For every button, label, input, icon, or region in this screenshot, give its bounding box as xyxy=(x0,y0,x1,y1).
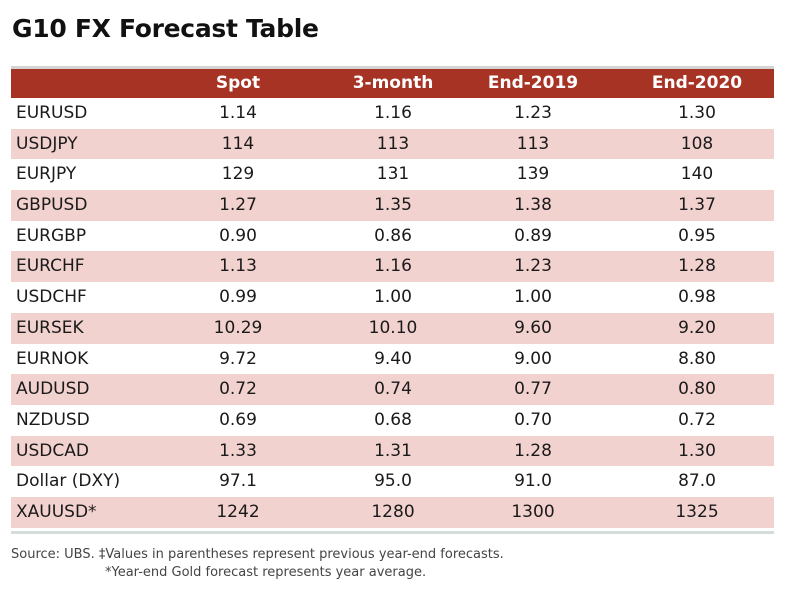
cell-spot: 0.90 xyxy=(219,225,257,246)
cell-pair: EURGBP xyxy=(16,225,87,246)
cell-spot: 0.99 xyxy=(219,287,257,308)
cell-end-2020: 1.37 xyxy=(678,195,716,216)
cell-spot: 129 xyxy=(221,164,255,185)
cell-pair: EURUSD xyxy=(16,103,88,123)
cell-3-month: 1.16 xyxy=(374,256,412,277)
table-body: EURUSD 1.14 1.16 1.23 1.30 USDJPY 114 113 113 108… xyxy=(11,98,774,528)
cell-3-month: 0.74 xyxy=(374,379,412,400)
table-row: USDJPY 114 113 113 108 xyxy=(11,128,774,160)
cell-end-2020: 1.28 xyxy=(678,256,716,277)
table-row: EURUSD 1.14 1.16 1.23 1.30 xyxy=(11,98,774,129)
cell-end-2019: 0.89 xyxy=(514,225,552,246)
table-row: Dollar (DXY) 97.1 95.0 91.0 87.0 xyxy=(11,466,774,497)
table-row: EURCHF 1.13 1.16 1.23 1.28 xyxy=(11,251,774,283)
cell-end-2019: 0.77 xyxy=(514,379,552,400)
cell-end-2020: 87.0 xyxy=(678,471,716,492)
cell-spot: 9.72 xyxy=(219,348,257,369)
cell-end-2019: 1.28 xyxy=(514,440,552,461)
header-end-2020: End-2020 xyxy=(651,73,743,93)
table-row: AUDUSD 0.72 0.74 0.77 0.80 xyxy=(11,374,774,405)
cell-end-2019: 1.38 xyxy=(514,195,552,216)
cell-spot: 114 xyxy=(221,133,255,154)
gold-note: *Year-end Gold forecast represents year … xyxy=(105,565,427,580)
table-row: GBPUSD 1.27 1.35 1.38 1.37 xyxy=(11,190,774,221)
table-row: NZDUSD 0.69 0.68 0.70 0.72 xyxy=(11,405,774,436)
cell-pair: EURSEK xyxy=(16,317,84,338)
cell-end-2020: 0.72 xyxy=(678,409,716,430)
cell-end-2020: 0.95 xyxy=(678,225,716,246)
table-row: EURGBP 0.90 0.86 0.89 0.95 xyxy=(11,221,774,252)
cell-3-month: 1.31 xyxy=(374,440,412,461)
cell-pair: USDCAD xyxy=(16,440,89,461)
cell-spot: 0.72 xyxy=(219,379,257,400)
cell-3-month: 1280 xyxy=(371,501,415,522)
cell-end-2020: 1.30 xyxy=(678,103,716,123)
table-row: XAUUSD* 1242 1280 1300 1325 xyxy=(11,496,774,528)
cell-spot: 0.69 xyxy=(219,409,257,430)
table-header: Spot 3-month End-2019 End-2020 xyxy=(11,69,774,98)
cell-spot: 10.29 xyxy=(213,317,263,338)
cell-spot: 1242 xyxy=(216,501,260,522)
table-row: USDCAD 1.33 1.31 1.28 1.30 xyxy=(11,435,774,467)
cell-pair: AUDUSD xyxy=(16,379,90,400)
cell-spot: 1.14 xyxy=(219,103,257,123)
cell-3-month: 1.16 xyxy=(374,103,412,123)
cell-pair: USDJPY xyxy=(16,133,78,154)
cell-end-2019: 0.70 xyxy=(514,409,552,430)
cell-end-2020: 0.80 xyxy=(678,379,716,400)
cell-3-month: 1.00 xyxy=(374,287,412,308)
cell-3-month: 0.86 xyxy=(374,225,412,246)
footnotes: Source: UBS. ‡Values in parentheses repr… xyxy=(11,546,504,582)
cell-pair: Dollar (DXY) xyxy=(16,471,121,492)
cell-end-2019: 1300 xyxy=(511,501,555,522)
cell-3-month: 10.10 xyxy=(368,317,418,338)
cell-pair: NZDUSD xyxy=(16,409,90,430)
cell-end-2020: 1.30 xyxy=(678,440,716,461)
cell-3-month: 0.68 xyxy=(374,409,412,430)
cell-end-2019: 113 xyxy=(516,133,550,154)
page-title: G10 FX Forecast Table xyxy=(12,14,319,43)
cell-pair: EURJPY xyxy=(16,164,77,185)
cell-3-month: 1.35 xyxy=(374,195,412,216)
cell-pair: EURCHF xyxy=(16,256,85,277)
table-row: EURJPY 129 131 139 140 xyxy=(11,159,774,190)
table-top-rule xyxy=(11,66,774,69)
cell-spot: 1.13 xyxy=(219,256,257,277)
header-end-2019: End-2019 xyxy=(487,73,579,93)
cell-pair: USDCHF xyxy=(16,287,87,308)
cell-3-month: 131 xyxy=(376,164,410,185)
cell-end-2020: 0.98 xyxy=(678,287,716,308)
cell-end-2020: 108 xyxy=(680,133,714,154)
cell-end-2019: 139 xyxy=(516,164,550,185)
cell-pair: XAUUSD* xyxy=(16,501,97,522)
forecast-table: Spot 3-month End-2019 End-2020 EURUSD 1.1… xyxy=(11,66,774,534)
source-note: Source: UBS. ‡Values in parentheses repr… xyxy=(11,547,504,562)
cell-pair: EURNOK xyxy=(16,348,89,369)
cell-pair: GBPUSD xyxy=(16,195,88,216)
cell-spot: 97.1 xyxy=(219,471,257,492)
cell-end-2020: 8.80 xyxy=(678,348,716,369)
cell-end-2020: 140 xyxy=(680,164,714,185)
cell-spot: 1.33 xyxy=(219,440,257,461)
cell-spot: 1.27 xyxy=(219,195,257,216)
cell-end-2019: 1.00 xyxy=(514,287,552,308)
table-row: EURSEK 10.29 10.10 9.60 9.20 xyxy=(11,312,774,344)
cell-end-2019: 1.23 xyxy=(514,103,552,123)
cell-end-2020: 9.20 xyxy=(678,317,716,338)
cell-end-2019: 1.23 xyxy=(514,256,552,277)
header-3-month: 3-month xyxy=(352,73,434,93)
table-row: USDCHF 0.99 1.00 1.00 0.98 xyxy=(11,282,774,313)
cell-3-month: 9.40 xyxy=(374,348,412,369)
table-row: EURNOK 9.72 9.40 9.00 8.80 xyxy=(11,344,774,375)
cell-3-month: 95.0 xyxy=(374,471,412,492)
table-bottom-rule xyxy=(11,530,774,534)
cell-3-month: 113 xyxy=(376,133,410,154)
header-spot: Spot xyxy=(215,73,261,93)
cell-end-2019: 9.00 xyxy=(514,348,552,369)
cell-end-2019: 91.0 xyxy=(514,471,552,492)
cell-end-2019: 9.60 xyxy=(514,317,552,338)
cell-end-2020: 1325 xyxy=(675,501,719,522)
